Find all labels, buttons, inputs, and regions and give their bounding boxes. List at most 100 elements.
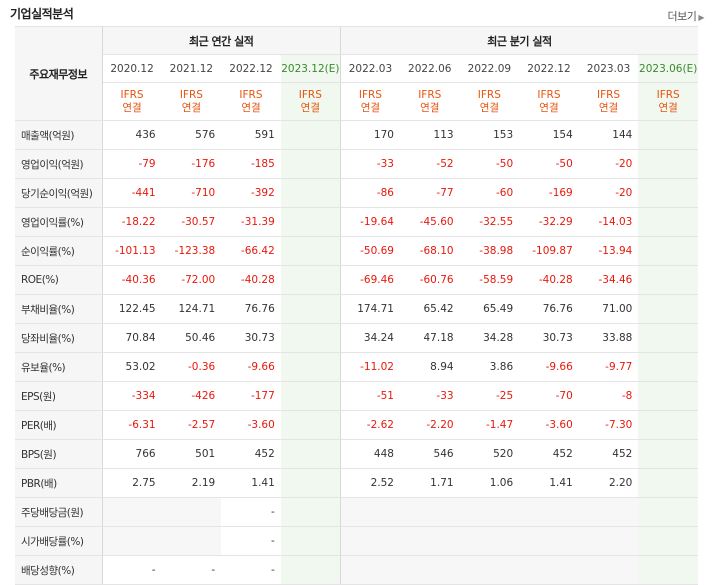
table-cell: 2.19 [161, 468, 222, 498]
table-cell: 153 [459, 120, 520, 150]
table-row: 시가배당률(%) - [15, 526, 698, 556]
table-cell: -32.29 [519, 207, 579, 237]
table-row: 영업이익률(%) -18.22 -30.57 -31.39 -19.64 -45.60 -3… [15, 207, 698, 237]
table-cell: 33.88 [578, 323, 639, 353]
table-cell [102, 497, 162, 527]
table-cell: 144 [578, 120, 639, 150]
table-cell: 71.00 [578, 294, 639, 324]
table-cell: -392 [221, 178, 281, 208]
financial-summary-table: 주요재무정보 최근 연간 실적 최근 분기 실적 2020.12 2021.12 2… [15, 26, 698, 585]
table-cell [280, 381, 341, 411]
table-cell: -426 [161, 381, 222, 411]
standard-line1: IFRS [120, 88, 144, 101]
row-label: ROE(%) [15, 265, 103, 295]
table-cell [280, 178, 341, 208]
table-cell: 65.42 [399, 294, 460, 324]
table-cell: -77 [399, 178, 460, 208]
table-cell: 34.28 [459, 323, 520, 353]
table-cell: -68.10 [399, 236, 460, 266]
accounting-standard: IFRS 연결 [280, 82, 341, 121]
table-cell: -32.55 [459, 207, 520, 237]
table-cell: 2.20 [578, 468, 639, 498]
table-cell: 591 [221, 120, 281, 150]
table-cell [280, 410, 341, 440]
table-cell [102, 526, 162, 556]
table-cell: 122.45 [102, 294, 162, 324]
table-cell: -9.66 [519, 352, 579, 382]
accounting-standard: IFRS 연결 [161, 82, 222, 121]
period-header: 2023.06(E) [638, 54, 698, 83]
table-cell: 50.46 [161, 323, 222, 353]
table-cell: -66.42 [221, 236, 281, 266]
table-cell: -52 [399, 149, 460, 179]
table-cell [280, 555, 341, 585]
standard-line2: 연결 [300, 101, 320, 114]
table-cell: -101.13 [102, 236, 162, 266]
table-row: 당기순이익(억원) -441 -710 -392 -86 -77 -60 -169 -20 [15, 178, 698, 208]
table-cell [519, 555, 579, 585]
standard-line1: IFRS [298, 88, 322, 101]
table-cell: -710 [161, 178, 222, 208]
table-cell: -20 [578, 178, 639, 208]
table-cell [161, 497, 222, 527]
table-cell [280, 352, 341, 382]
table-cell: -2.20 [399, 410, 460, 440]
table-cell: -1.47 [459, 410, 520, 440]
table-cell: -3.60 [519, 410, 579, 440]
period-header: 2022.03 [339, 54, 400, 83]
table-cell: -11.02 [339, 352, 400, 382]
table-cell: -334 [102, 381, 162, 411]
table-cell: -109.87 [519, 236, 579, 266]
table-cell: -60 [459, 178, 520, 208]
table-cell: -441 [102, 178, 162, 208]
table-cell: -60.76 [399, 265, 460, 295]
table-cell: -50 [519, 149, 579, 179]
table-cell: 1.71 [399, 468, 460, 498]
table-cell: 124.71 [161, 294, 222, 324]
table-cell: -86 [339, 178, 400, 208]
standard-line2: 연결 [539, 101, 559, 114]
table-cell [280, 468, 341, 498]
table-cell [339, 497, 400, 527]
more-link[interactable]: 더보기 ▶ [667, 8, 704, 24]
table-cell [280, 439, 341, 469]
table-cell [638, 294, 698, 324]
table-cell [638, 149, 698, 179]
standard-line2: 연결 [598, 101, 619, 114]
table-cell [280, 323, 341, 353]
table-row: 영업이익(억원) -79 -176 -185 -33 -52 -50 -50 -20 [15, 149, 698, 179]
row-label: 영업이익률(%) [15, 207, 103, 237]
row-label: 당좌비율(%) [15, 323, 103, 353]
table-cell: 30.73 [221, 323, 281, 353]
table-row: 유보율(%) 53.02 -0.36 -9.66 -11.02 8.94 3.86 -9.66… [15, 352, 698, 382]
row-label: 순이익률(%) [15, 236, 103, 266]
table-cell [459, 497, 520, 527]
standard-line1: IFRS [179, 88, 203, 101]
period-header: 2022.09 [459, 54, 520, 83]
table-cell: 501 [161, 439, 222, 469]
table-cell: -34.46 [578, 265, 639, 295]
table-cell: -169 [519, 178, 579, 208]
table-cell: 436 [102, 120, 162, 150]
table-cell: -3.60 [221, 410, 281, 440]
table-cell [638, 120, 698, 150]
table-cell: -9.77 [578, 352, 639, 382]
row-label: 주당배당금(원) [15, 497, 103, 527]
table-cell: -2.57 [161, 410, 222, 440]
table-cell [519, 526, 579, 556]
table-cell: 576 [161, 120, 222, 150]
accounting-standard: IFRS 연결 [399, 82, 460, 121]
table-cell: - [221, 555, 281, 585]
table-cell [280, 120, 341, 150]
table-row: 부채비율(%) 122.45 124.71 76.76 174.71 65.42 65.49… [15, 294, 698, 324]
table-cell [638, 439, 698, 469]
standard-line1: IFRS [358, 88, 382, 101]
standard-line2: 연결 [479, 101, 500, 114]
table-cell [638, 381, 698, 411]
table-cell: -72.00 [161, 265, 222, 295]
table-cell: 2.75 [102, 468, 162, 498]
table-cell: -2.62 [339, 410, 400, 440]
table-row: 당좌비율(%) 70.84 50.46 30.73 34.24 47.18 34.28 30.… [15, 323, 698, 353]
accounting-standard: IFRS 연결 [102, 82, 162, 121]
table-cell: -30.57 [161, 207, 222, 237]
